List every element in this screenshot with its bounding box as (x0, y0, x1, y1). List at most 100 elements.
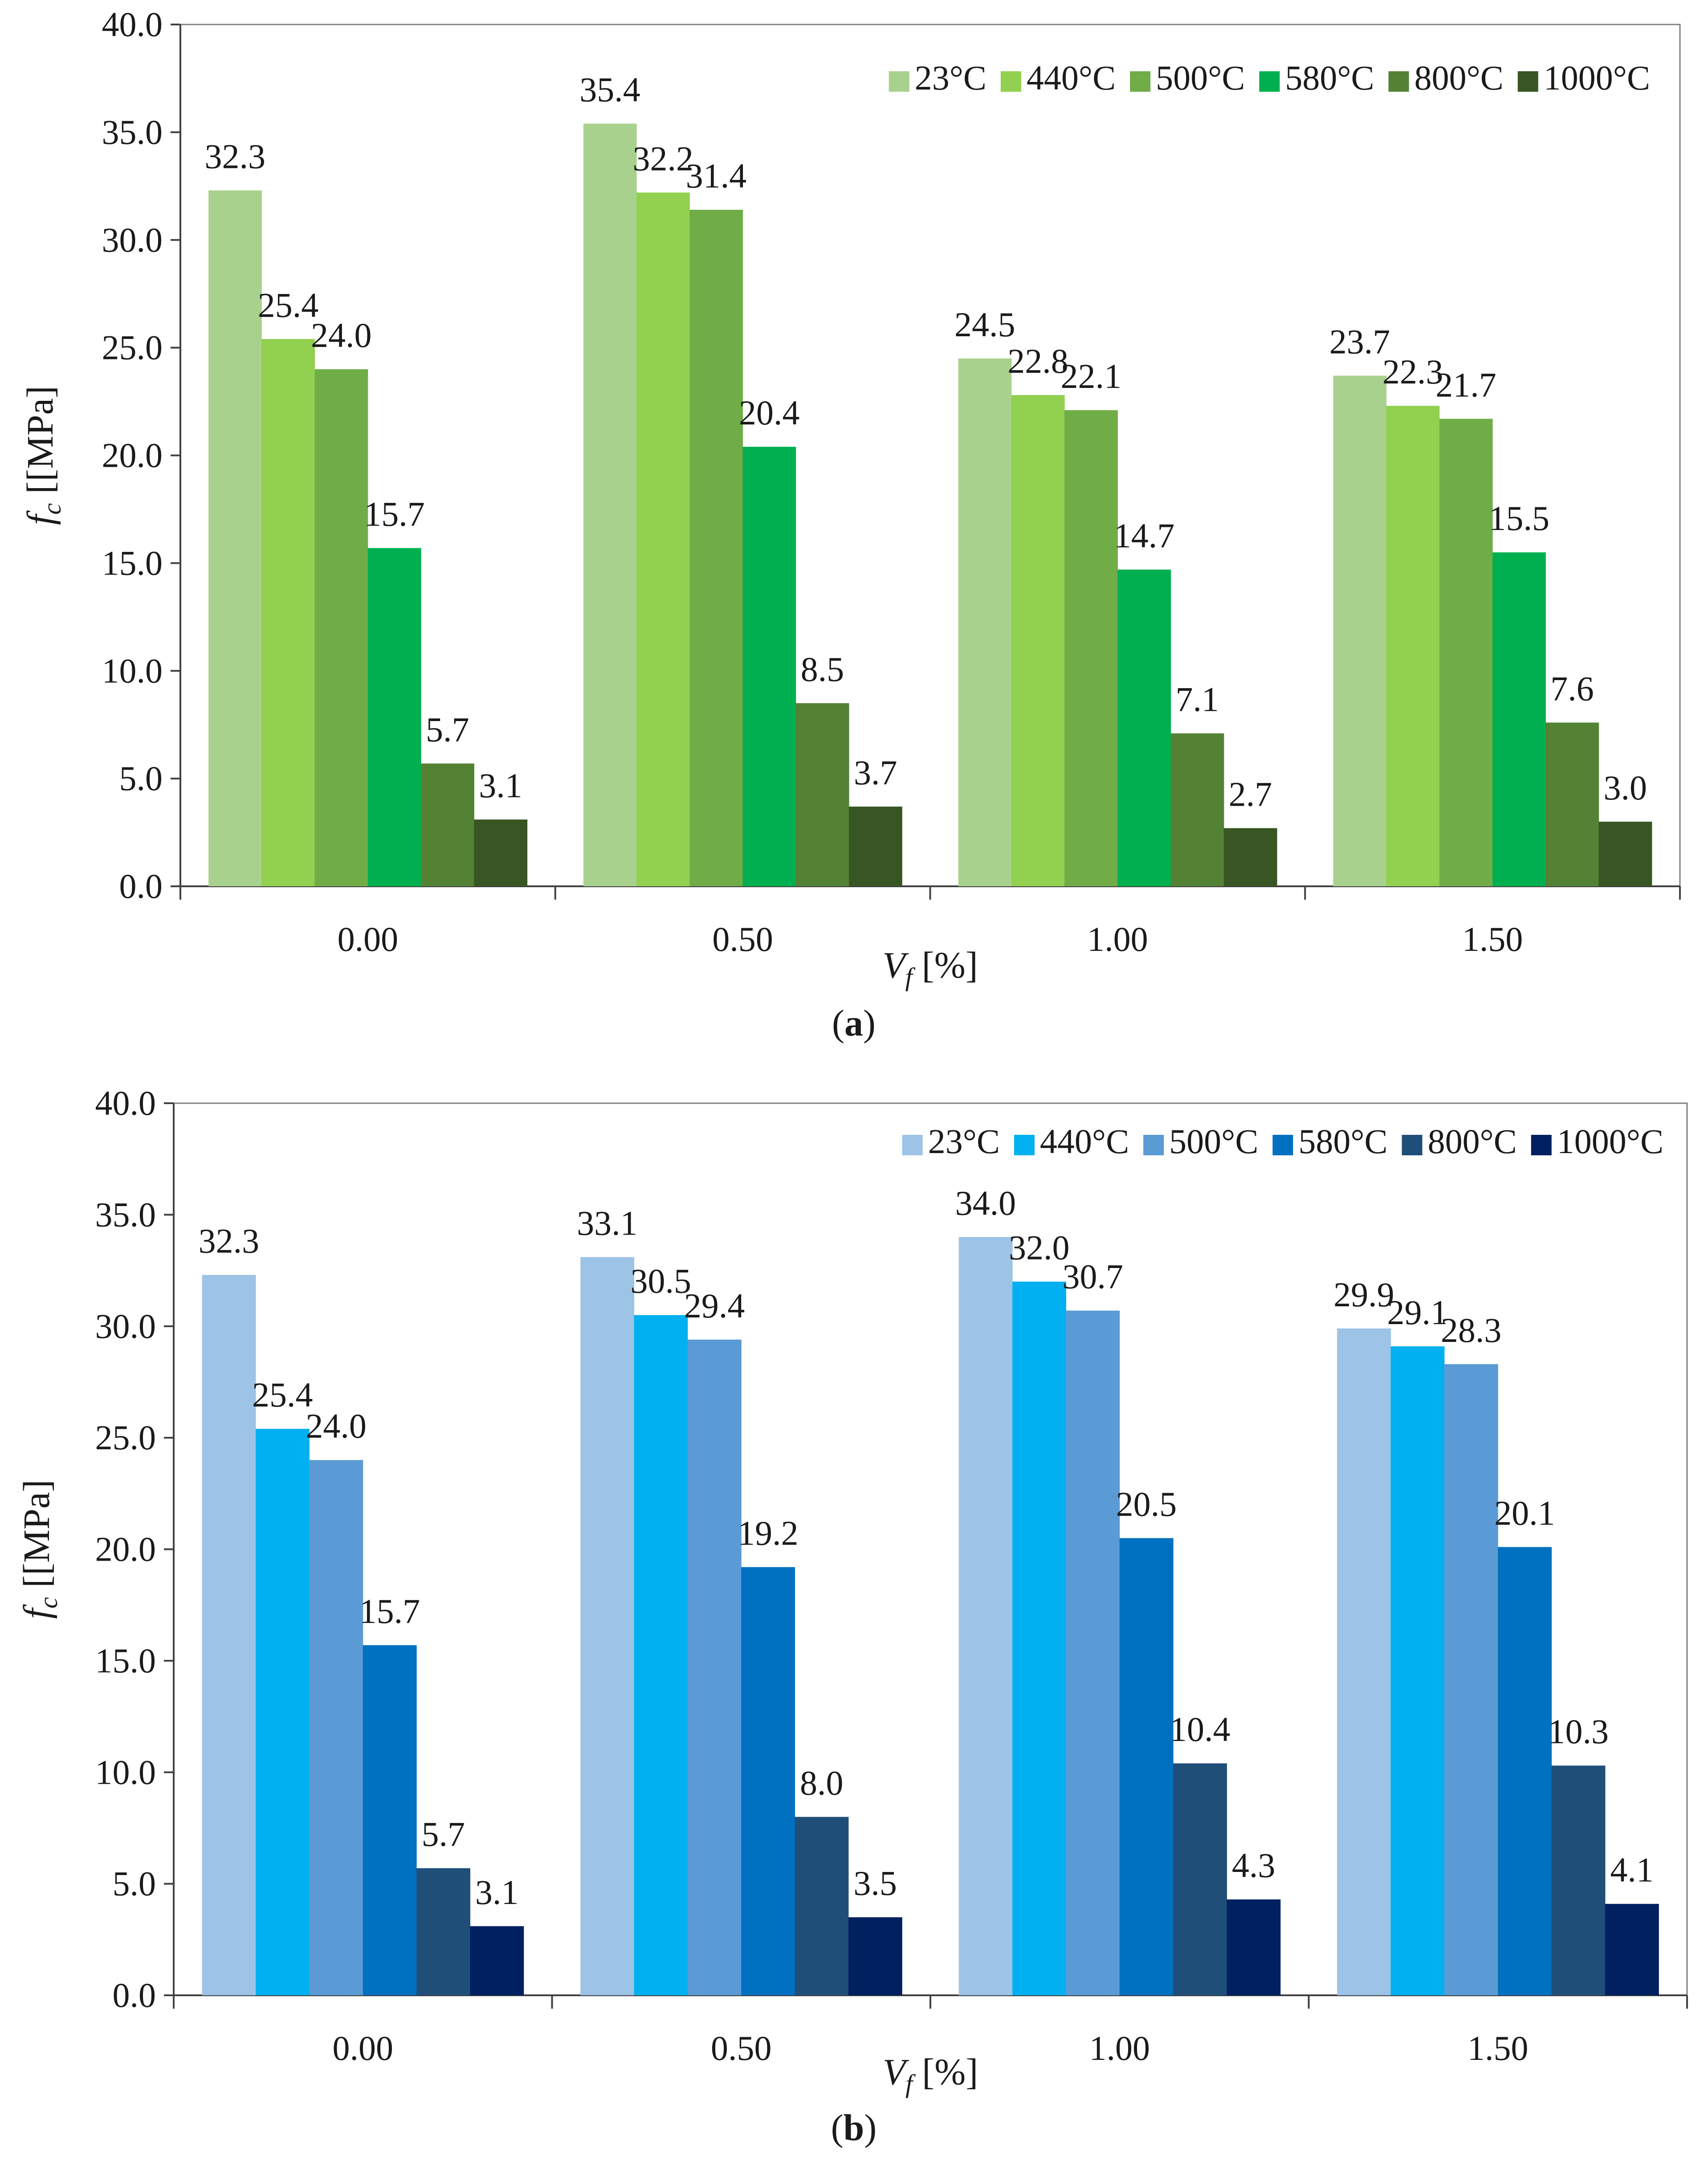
bar-b-0.00-800°C (416, 1868, 470, 1995)
x-tick-label: 1.50 (1462, 920, 1523, 958)
y-tick-label: 25.0 (102, 328, 163, 367)
data-label: 20.4 (739, 393, 800, 432)
legend-swatch (1130, 71, 1151, 92)
bar-b-0.00-580°C (363, 1645, 417, 1995)
x-tick-label: 0.00 (338, 920, 399, 958)
data-label: 15.5 (1488, 499, 1549, 538)
y-tick-label: 20.0 (102, 436, 163, 475)
legend-label: 500°C (1169, 1122, 1258, 1161)
legend-swatch (1143, 1135, 1164, 1155)
y-tick-label: 0.0 (119, 867, 163, 905)
legend-label: 23°C (915, 58, 986, 97)
bar-b-0.00-1000°C (470, 1926, 524, 1995)
bar-a-1.50-440°C (1386, 406, 1440, 886)
bar-b-1.50-23°C (1337, 1328, 1391, 1995)
data-label: 3.7 (854, 753, 897, 792)
bar-a-1.00-800°C (1170, 733, 1224, 886)
legend-swatch (1014, 1135, 1035, 1155)
legend-item: 500°C (1130, 58, 1245, 97)
bar-a-1.50-1000°C (1598, 821, 1652, 886)
legend-item: 800°C (1388, 58, 1504, 97)
bar-b-0.50-1000°C (848, 1917, 902, 1995)
data-label: 4.3 (1232, 1846, 1276, 1885)
y-tick-label: 35.0 (95, 1195, 156, 1234)
x-tick-label: 0.50 (712, 920, 773, 958)
bar-b-0.50-500°C (687, 1339, 742, 1995)
data-label: 31.4 (686, 156, 747, 195)
data-label: 32.2 (633, 139, 694, 178)
data-label: 5.7 (426, 710, 469, 749)
chart-panel-a: 0.0 5.0 10.0 15.0 20.0 25.0 30.0 35.0 40.0 32.3 25… (20, 5, 1681, 1044)
data-label: 5.7 (422, 1815, 465, 1854)
bar-a-1.00-580°C (1117, 569, 1171, 886)
bar-a-0.00-23°C (208, 190, 262, 886)
data-label: 24.0 (311, 316, 372, 355)
legend-label: 1000°C (1557, 1122, 1663, 1161)
legend-item: 1000°C (1517, 58, 1650, 97)
data-label: 7.1 (1175, 680, 1219, 719)
bar-b-0.00-23°C (202, 1275, 256, 1995)
x-tick-label: 0.00 (333, 2029, 394, 2067)
data-label: 29.9 (1333, 1275, 1394, 1314)
bar-a-0.00-1000°C (474, 819, 528, 886)
legend-label: 440°C (1040, 1122, 1129, 1161)
legend-label: 440°C (1027, 58, 1116, 97)
legend-item: 800°C (1402, 1122, 1517, 1161)
data-label: 19.2 (738, 1514, 799, 1553)
legend-item: 500°C (1143, 1122, 1258, 1161)
bar-a-0.00-500°C (314, 369, 368, 886)
y-axis-title: fc [[MPa] (20, 386, 66, 525)
data-label: 22.1 (1061, 357, 1122, 395)
data-label: 3.0 (1603, 768, 1647, 807)
data-label: 32.3 (199, 1222, 260, 1260)
bar-a-1.50-500°C (1439, 419, 1493, 887)
data-label: 32.0 (1009, 1228, 1070, 1267)
y-tick-label: 15.0 (95, 1641, 156, 1680)
bar-b-1.50-580°C (1498, 1547, 1552, 1995)
data-label: 35.4 (579, 70, 640, 109)
chart-panel-b: 0.0 5.0 10.0 15.0 20.0 25.0 30.0 35.0 40.0 32.3 25… (16, 1084, 1688, 2149)
bar-a-0.50-23°C (583, 123, 637, 886)
y-tick-label: 40.0 (102, 5, 163, 44)
bar-a-1.00-1000°C (1223, 828, 1277, 886)
data-label: 21.7 (1435, 365, 1496, 404)
data-label: 29.4 (684, 1286, 745, 1325)
x-axis-title: Vf [%] (883, 2051, 978, 2098)
y-tick-label: 10.0 (95, 1753, 156, 1791)
bar-a-0.50-1000°C (849, 807, 902, 886)
bar-b-1.00-500°C (1066, 1310, 1120, 1995)
data-label: 24.0 (306, 1407, 367, 1445)
bar-b-0.50-800°C (795, 1817, 849, 1995)
bar-a-1.50-800°C (1545, 722, 1599, 886)
legend-swatch (1531, 1135, 1552, 1155)
bar-a-1.50-23°C (1333, 375, 1387, 887)
data-label: 3.1 (479, 766, 522, 805)
data-label: 28.3 (1441, 1311, 1502, 1350)
data-label: 10.4 (1170, 1710, 1231, 1749)
bar-a-0.50-580°C (742, 447, 796, 886)
data-label: 22.8 (1007, 342, 1068, 380)
data-label: 3.5 (853, 1864, 897, 1903)
data-label: 15.7 (364, 495, 425, 534)
bar-b-1.50-500°C (1444, 1364, 1498, 1995)
y-tick-label: 30.0 (95, 1307, 156, 1345)
legend-item: 580°C (1272, 1122, 1388, 1161)
bar-a-1.50-580°C (1492, 552, 1546, 886)
bar-a-1.00-440°C (1011, 395, 1065, 886)
panel-caption: (b) (831, 2107, 877, 2149)
bar-b-1.00-800°C (1173, 1763, 1227, 1995)
data-label: 20.1 (1494, 1493, 1555, 1532)
y-tick-label: 40.0 (95, 1084, 156, 1122)
bar-b-1.00-23°C (958, 1237, 1013, 1995)
legend-swatch (1259, 71, 1280, 92)
legend-label: 500°C (1156, 58, 1245, 97)
x-tick-label: 1.00 (1087, 920, 1148, 958)
y-tick-label: 0.0 (113, 1976, 156, 2014)
data-label: 22.3 (1382, 352, 1443, 391)
data-label: 7.6 (1550, 669, 1594, 708)
bar-a-1.00-23°C (958, 358, 1012, 886)
data-label: 34.0 (955, 1183, 1016, 1222)
bar-b-1.50-440°C (1390, 1346, 1445, 1995)
data-label: 30.7 (1062, 1257, 1123, 1296)
